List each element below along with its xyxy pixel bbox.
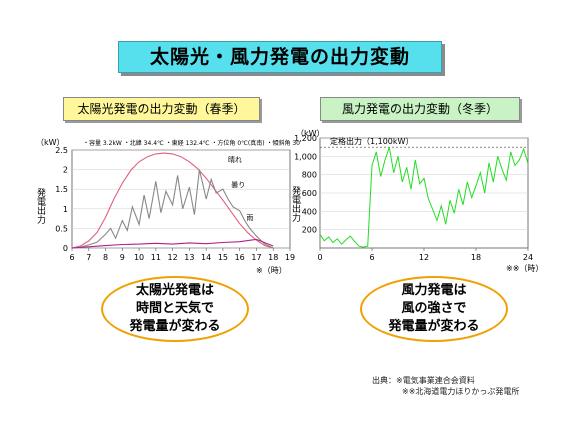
solar-series-label: 晴れ [228, 155, 242, 164]
wind-chart: （kW） 発電出力 200 400 600 800 1,000 1,200 0 6 12 18 2… [290, 129, 543, 273]
wind-y-tick-label: 200 [302, 226, 317, 235]
solar-ylabel: 発電出力 [35, 187, 46, 225]
solar-y-tick-label: 0.5 [55, 224, 68, 233]
solar-callout-line-3: 発電量が変わる [129, 319, 221, 334]
wind-x-tick-label: 24 [523, 253, 533, 262]
solar-y-tick-label: 2 [63, 166, 68, 175]
solar-series-line-2 [71, 238, 274, 249]
wind-yunit: （kW） [296, 129, 325, 138]
solar-series-line-0 [71, 152, 274, 249]
solar-series-line-1 [71, 169, 274, 249]
solar-x-tick-label: 18 [268, 253, 278, 262]
wind-ylabel: 発電出力 [290, 185, 301, 223]
solar-callout: 太陽光発電は 時間と天気で 発電量が変わる [101, 276, 249, 342]
wind-y-tick-label: 800 [302, 171, 317, 180]
solar-x-tick-label: 9 [120, 253, 125, 262]
wind-y-ticks: 200 400 600 800 1,000 1,200 [294, 134, 317, 235]
wind-callout-line-1: 風力発電は [401, 283, 467, 298]
solar-x-tick-label: 17 [251, 253, 261, 262]
solar-x-tick-label: 11 [151, 253, 161, 262]
solar-xunit: ※（時） [256, 266, 287, 275]
solar-yunit: （kW） [36, 138, 65, 147]
solar-x-tick-label: 7 [86, 253, 91, 262]
solar-y-tick-label: 1.5 [55, 185, 68, 194]
wind-x-tick-label: 0 [317, 253, 322, 262]
solar-x-tick-label: 10 [134, 253, 144, 262]
wind-x-tick-label: 12 [419, 253, 429, 262]
solar-series-label: 曇り [231, 181, 245, 189]
solar-x-tick-label: 13 [184, 253, 194, 262]
wind-series-line [319, 147, 529, 248]
main-title: 太陽光・風力発電の出力変動 [118, 41, 442, 73]
wind-callout: 風力発電は 風の強さで 発電量が変わる [360, 276, 508, 342]
wind-series [319, 147, 529, 248]
wind-y-tick-label: 400 [302, 207, 317, 216]
source-line-2: ※※北海道電力ほりかっぷ発電所 [402, 387, 520, 396]
source-line-1: 出典：※電気事業連合会資料 [372, 376, 475, 385]
solar-x-tick-label: 15 [218, 253, 228, 262]
solar-chart: （kW） ・容量 3.2kW ・北緯 34.4℃ ・東経 132.4℃ ・方位角… [35, 138, 300, 275]
solar-callout-line-2: 時間と天気で [135, 301, 214, 316]
wind-y-tick-label: 1,200 [294, 134, 317, 143]
wind-reference: 定格出力（1,100kW） [320, 136, 528, 148]
wind-callout-line-2: 風の強さで [401, 301, 467, 316]
solar-x-tick-label: 14 [201, 253, 211, 262]
wind-x-tick-label: 18 [471, 253, 481, 262]
solar-x-tick-label: 8 [103, 253, 108, 262]
solar-series-label: 雨 [246, 214, 253, 222]
solar-panel-title: 太陽光発電の出力変動（春季） [63, 97, 260, 121]
solar-x-tick-label: 16 [235, 253, 245, 262]
solar-note: ・容量 3.2kW ・北緯 34.4℃ ・東経 132.4℃ ・方位角 0℃(真… [83, 139, 300, 147]
wind-callout-line-3: 発電量が変わる [388, 319, 480, 334]
solar-x-tick-label: 12 [168, 253, 178, 262]
solar-callout-line-1: 太陽光発電は [135, 283, 214, 298]
solar-series [71, 152, 274, 249]
wind-xunit: ※※（時） [506, 264, 543, 273]
solar-y-tick-label: 1 [63, 205, 68, 214]
wind-reference-label: 定格出力（1,100kW） [330, 136, 413, 146]
solar-y-tick-label: 2.5 [55, 146, 68, 155]
solar-y-tick-label: 0 [63, 244, 68, 253]
solar-x-ticks: 6 7 8 9 10 11 12 13 14 15 16 17 18 19 [69, 248, 295, 262]
wind-y-tick-label: 1,000 [294, 152, 317, 161]
solar-grid [72, 149, 290, 249]
wind-panel-title: 風力発電の出力変動（冬季） [320, 97, 520, 121]
wind-y-tick-label: 600 [302, 189, 317, 198]
solar-y-ticks: 0 0.5 1 1.5 2 2.5 [55, 146, 68, 253]
solar-x-tick-label: 19 [285, 253, 295, 262]
wind-grid [320, 137, 528, 230]
wind-x-tick-label: 6 [369, 253, 374, 262]
wind-x-ticks: 0 6 12 18 24 [317, 248, 533, 262]
solar-x-tick-label: 6 [69, 253, 74, 262]
